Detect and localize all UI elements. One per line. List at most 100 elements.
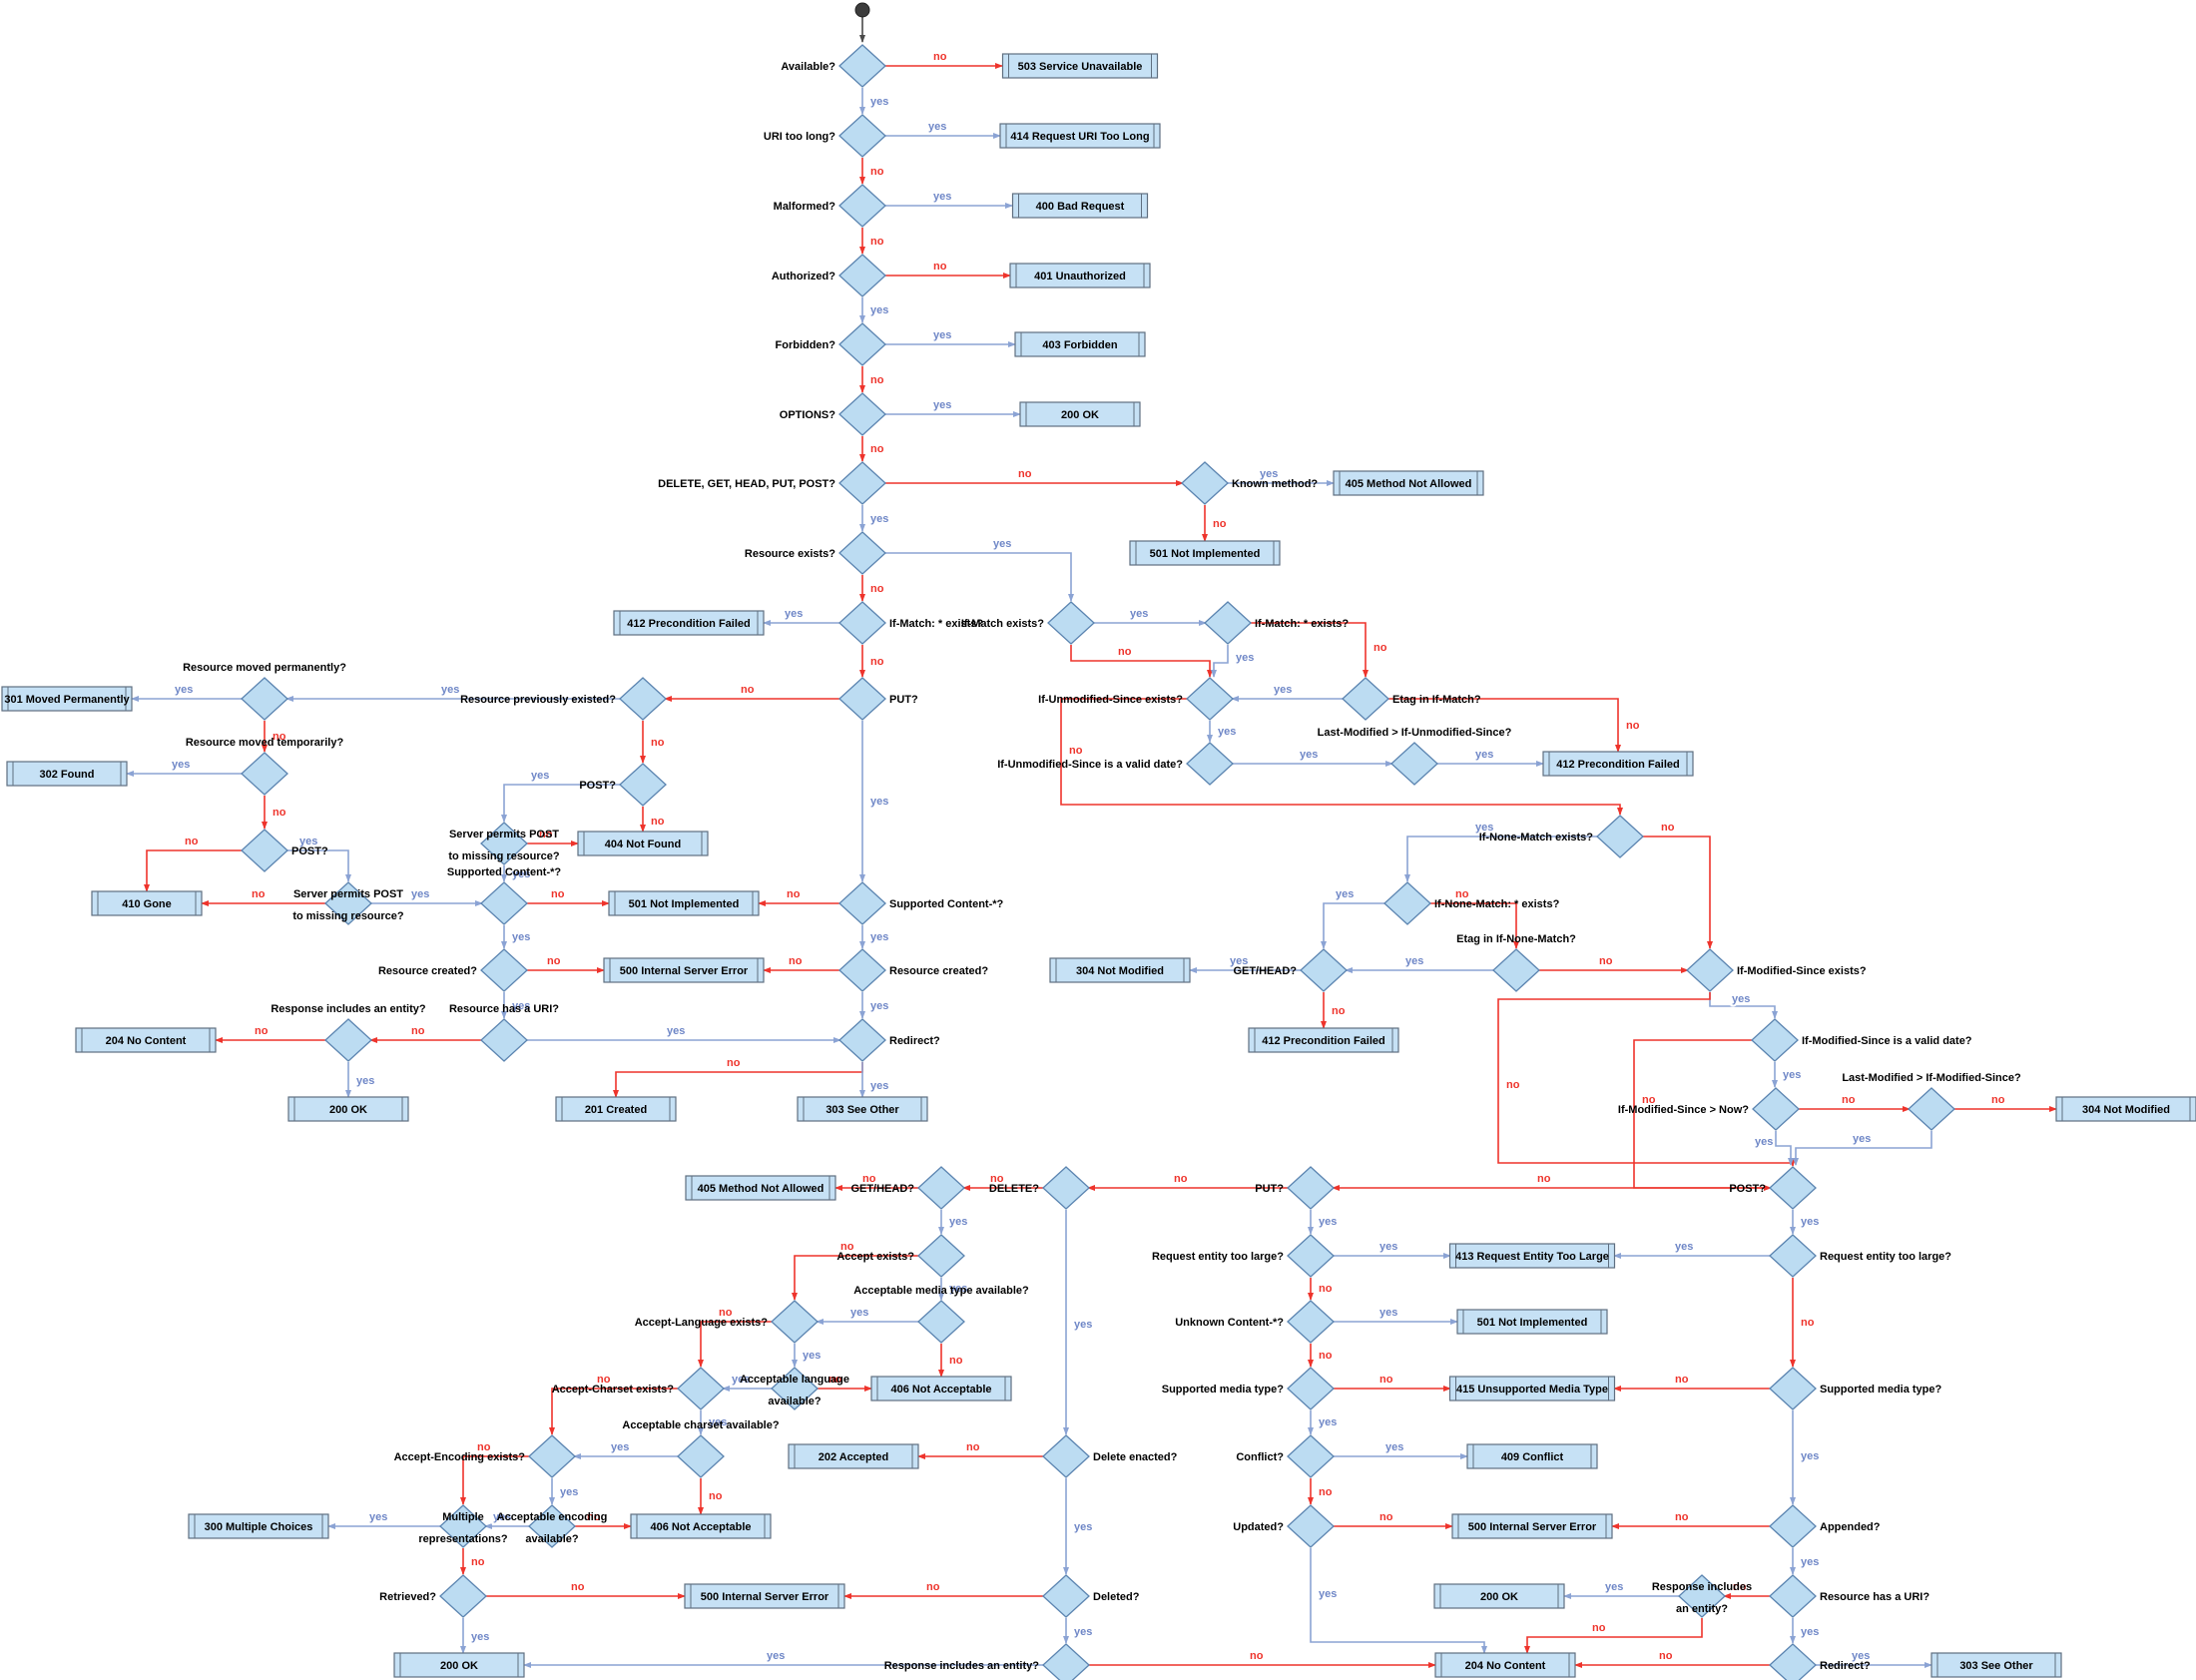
decision-label: Multiple representations?: [418, 1511, 508, 1545]
status-box-label: 202 Accepted: [819, 1451, 889, 1463]
edge-etag_if_match-s412b: no: [1387, 698, 1642, 753]
decision-label: OPTIONS?: [780, 409, 836, 421]
status-box-label: 500 Internal Server Error: [620, 965, 749, 977]
decision-label: Unknown Content-*?: [1175, 1317, 1284, 1329]
status-box-s201: 201 Created: [555, 1096, 677, 1122]
decision-label: Malformed?: [774, 201, 836, 213]
decision-conflict: [1287, 1434, 1335, 1478]
edge-label-yes: yes: [1605, 1581, 1623, 1593]
edge-label-yes: yes: [870, 513, 888, 525]
status-box-label: 405 Method Not Allowed: [698, 1183, 824, 1195]
decision-resource_exists: [838, 531, 886, 575]
edge-serv_post2-s410: no: [201, 886, 326, 906]
decision-label: PUT?: [1255, 1183, 1284, 1195]
status-box-s406a: 406 Not Acceptable: [870, 1376, 1012, 1401]
status-box-s501a: 501 Not Implemented: [1129, 540, 1281, 566]
decision-label: If-None-Match exists?: [1479, 832, 1594, 843]
edge-delete-gethead2: no: [962, 1171, 1044, 1191]
decision-label: Resource has a URI?: [449, 1003, 559, 1015]
edge-label-no: no: [1599, 955, 1613, 967]
decision-etag_none_match: [1492, 948, 1540, 992]
edge-methods-known_method: no: [884, 466, 1184, 486]
edge-uri_too_long-s414: yes: [884, 119, 1001, 139]
edge-if_match_star2-if_unmod_exists: yes: [1211, 645, 1256, 678]
decision-deleted: [1042, 1574, 1090, 1618]
edge-ims_valid-ims_now: yes: [1772, 1062, 1803, 1088]
edge-accept_lang-accept_charset: no: [698, 1305, 773, 1368]
decision-label: Available?: [781, 61, 835, 73]
decision-post2: [619, 763, 667, 807]
decision-mult_rep: [439, 1504, 487, 1548]
edge-label-no: no: [1626, 720, 1640, 732]
status-box-label: 415 Unsupported Media Type: [1456, 1384, 1608, 1396]
edge-supp_content2-s501b: no: [526, 886, 610, 906]
decision-label: Forbidden?: [776, 339, 836, 351]
decision-label: Acceptable charset available?: [622, 1419, 779, 1431]
edge-label-yes: yes: [732, 1374, 750, 1386]
edge-put1-prev_existed: no: [664, 682, 840, 702]
decision-supp_content1: [838, 881, 886, 925]
edge-supp_media1-conflict: yes: [1308, 1410, 1339, 1435]
edge-label-yes: yes: [369, 1511, 387, 1523]
edge-supp_media2-appended: yes: [1790, 1410, 1821, 1505]
edge-label-yes: yes: [1732, 993, 1750, 1005]
edge-label-yes: yes: [949, 1216, 967, 1228]
decision-label: Etag in If-Match?: [1392, 694, 1481, 706]
edge-prev_existed-post2: no: [640, 721, 667, 764]
decision-has_uri1: [480, 1018, 528, 1062]
edge-has_uri1-resp_entity1: no: [369, 1023, 482, 1043]
status-box-s412b: 412 Precondition Failed: [1542, 751, 1694, 777]
edge-label-no: no: [870, 443, 884, 455]
edge-gethead2-accept_exists: yes: [938, 1210, 969, 1235]
edge-lastmod_unmod-s412b: yes: [1436, 747, 1544, 767]
decision-accept_enc_avail: [528, 1504, 576, 1548]
decision-label: Resource created?: [378, 965, 477, 977]
decision-uri_too_long: [838, 114, 886, 158]
edge-label-yes: yes: [1379, 1307, 1397, 1319]
edge-label-yes: yes: [299, 836, 317, 847]
edge-label-no: no: [966, 1441, 980, 1453]
decision-gethead2: [917, 1166, 965, 1210]
edge-resource_exists-if_match_star: no: [859, 575, 886, 602]
status-box-label: 500 Internal Server Error: [701, 1591, 829, 1603]
edge-methods-resource_exists: yes: [859, 505, 890, 532]
edge-label-yes: yes: [1801, 1556, 1819, 1568]
edge-label-no: no: [1373, 642, 1387, 654]
edge-label-yes: yes: [1236, 652, 1254, 664]
decision-label: If-Modified-Since is a valid date?: [1802, 1035, 1972, 1047]
decision-label: Response includes an entity?: [1652, 1581, 1752, 1615]
status-box-label: 501 Not Implemented: [1150, 548, 1261, 560]
edge-label-yes: yes: [1130, 608, 1148, 620]
edge-accept_media-s406a: no: [938, 1344, 965, 1378]
decision-label: Appended?: [1820, 1521, 1881, 1533]
status-box-s412a: 412 Precondition Failed: [613, 610, 765, 636]
decision-updated: [1287, 1504, 1335, 1548]
decision-accept_lang: [771, 1300, 819, 1344]
edge-moved_temp-post1: no: [262, 796, 288, 830]
edge-resp_entity3-s204b: no: [1088, 1648, 1436, 1668]
status-box-label: 304 Not Modified: [1076, 965, 1164, 977]
decision-available: [838, 44, 886, 88]
decision-post1: [241, 829, 288, 872]
decision-label: POST?: [291, 845, 328, 857]
edge-label-no: no: [1675, 1511, 1689, 1523]
status-box-label: 200 OK: [440, 1660, 478, 1672]
edge-label-yes: yes: [411, 888, 429, 900]
edge-label-yes: yes: [1074, 1319, 1092, 1331]
decision-label: Last-Modified > If-Modified-Since?: [1842, 1072, 2021, 1084]
edge-moved_perm-moved_temp: no: [262, 721, 288, 753]
decision-accept_exists: [917, 1234, 965, 1278]
decision-accept_enc: [528, 1434, 576, 1478]
decision-label: DELETE?: [989, 1183, 1039, 1195]
status-box-label: 303 See Other: [1959, 1660, 2033, 1672]
decision-supp_media2: [1769, 1367, 1817, 1410]
decision-if_unmod_exists: [1186, 677, 1234, 721]
decision-res_created1: [838, 948, 886, 992]
edge-supp_content1-res_created1: yes: [859, 925, 890, 949]
edge-if_match_star-s412a: yes: [763, 606, 840, 626]
edge-ims_exists-ims_valid: yes: [1709, 991, 1778, 1019]
edge-label-no: no: [539, 829, 553, 840]
status-box-s410: 410 Gone: [91, 890, 203, 916]
decision-label: Supported Content-*?: [889, 898, 1004, 910]
